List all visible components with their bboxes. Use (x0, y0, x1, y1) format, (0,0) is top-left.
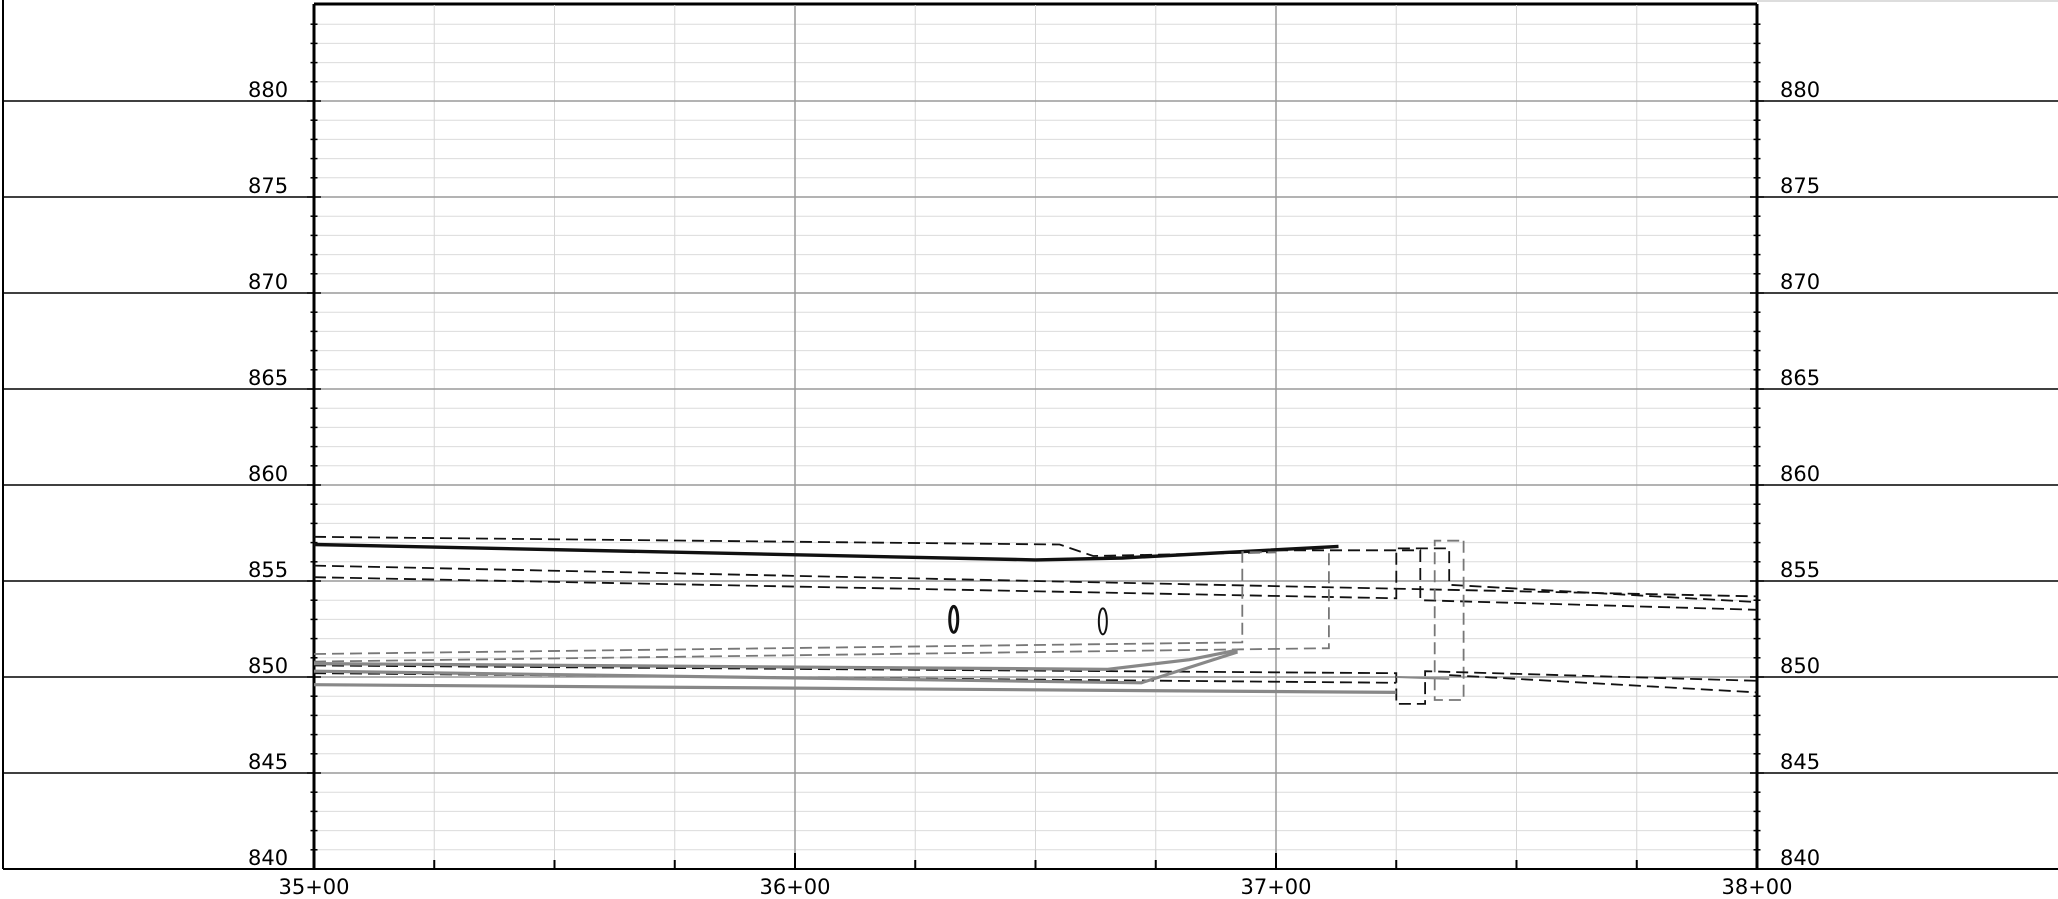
profile-line-5 (313, 547, 1758, 603)
y-tick-label-right: 860 (1780, 462, 1820, 486)
x-tick-label: 36+00 (759, 875, 830, 899)
profile-line-1 (313, 542, 1339, 562)
y-tick-label-right: 840 (1780, 846, 1820, 870)
y-tick-label-left: 860 (248, 462, 288, 486)
y-tick-label-right: 880 (1780, 78, 1820, 102)
chart-markers (948, 604, 1108, 636)
y-tick-label-left: 870 (248, 270, 288, 294)
y-tick-label-right: 870 (1780, 270, 1820, 294)
profile-line-11 (1395, 670, 1758, 705)
profile-line-13 (313, 648, 1238, 671)
y-tick-label-left: 880 (248, 78, 288, 102)
x-tick-label: 37+00 (1240, 875, 1311, 899)
profile-line-8 (1433, 539, 1465, 701)
y-tick-label-left: 850 (248, 654, 288, 678)
profile-line-12 (1449, 674, 1758, 694)
y-tick-label-left: 840 (248, 846, 288, 870)
y-tick-label-left: 855 (248, 558, 288, 582)
chart-grid (3, 5, 2058, 869)
profile-line-3 (1276, 549, 1758, 611)
profile-line-6 (313, 551, 1276, 655)
y-tick-label-left: 875 (248, 174, 288, 198)
profile-line-7 (313, 550, 1330, 663)
pipe-marker-2 (1097, 607, 1108, 636)
y-tick-label-left: 865 (248, 366, 288, 390)
y-tick-label-right: 875 (1780, 174, 1820, 198)
y-tick-label-right: 865 (1780, 366, 1820, 390)
profile-line-16 (1396, 676, 1450, 680)
chart-tick-labels: 840 840 845 845 850 850 855 855 860 860 865 865 870 8… (248, 78, 1820, 899)
y-tick-label-right: 855 (1780, 558, 1820, 582)
y-tick-label-left: 845 (248, 750, 288, 774)
profile-line-2 (313, 535, 1277, 557)
chart-frame (2, 0, 2058, 870)
profile-line-9 (313, 664, 1398, 683)
y-tick-label-right: 850 (1780, 654, 1820, 678)
chart-axes (307, 4, 1764, 869)
profile-line-4 (313, 564, 1758, 598)
x-tick-label: 38+00 (1721, 875, 1792, 899)
chart-series (313, 535, 1758, 705)
x-tick-label: 35+00 (278, 875, 349, 899)
profile-line-15 (313, 683, 1397, 694)
pipe-marker-1 (948, 604, 960, 634)
y-tick-label-right: 845 (1780, 750, 1820, 774)
profile-line-14 (313, 650, 1238, 685)
